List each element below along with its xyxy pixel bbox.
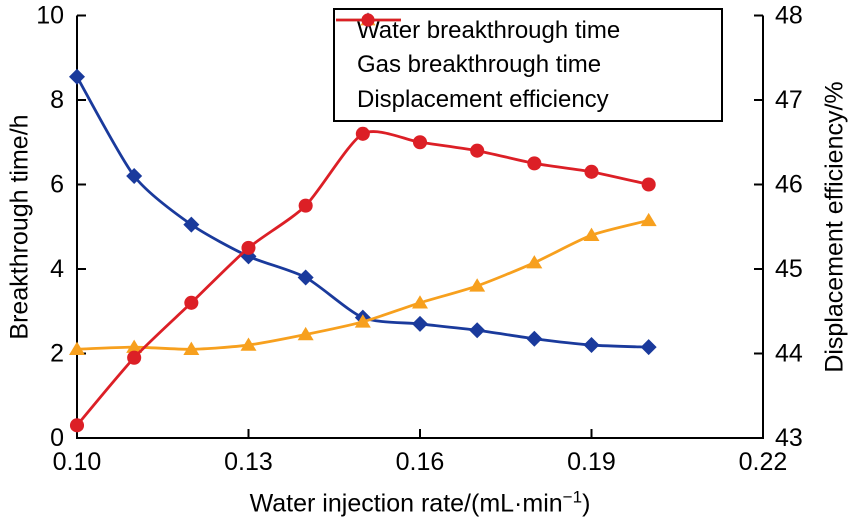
y-right-tick-label: 43 [775, 424, 803, 452]
legend-item-displacement-efficiency: Displacement efficiency [335, 13, 721, 116]
x-tick-label: 0.19 [567, 448, 616, 476]
x-axis-title-close: ) [582, 489, 591, 518]
y-right-tick-label: 45 [775, 255, 803, 283]
series-marker-displacement-efficiency [127, 350, 142, 365]
series-marker-water-breakthrough-time [183, 216, 200, 233]
y-left-tick-label: 0 [50, 424, 64, 452]
x-tick-label: 0.13 [224, 448, 273, 476]
y-right-tick-label: 48 [775, 2, 803, 30]
y-left-tick-label: 8 [50, 86, 64, 114]
series-marker-displacement-efficiency [241, 240, 256, 255]
series-marker-gas-breakthrough-time [126, 339, 143, 353]
series-marker-gas-breakthrough-time [240, 337, 257, 351]
legend: Water breakthrough time Gas breakthrough… [333, 8, 723, 122]
legend-item-gas-breakthrough-time: Gas breakthrough time [335, 12, 721, 81]
y-left-tick-label: 6 [50, 171, 64, 199]
series-marker-water-breakthrough-time [69, 68, 85, 85]
series-marker-water-breakthrough-time [126, 168, 143, 185]
legend-sample-displacement [336, 13, 401, 27]
series-marker-gas-breakthrough-time [469, 278, 486, 292]
series-line-water-breakthrough-time [75, 76, 649, 349]
series-marker-displacement-efficiency [641, 177, 656, 192]
series-marker-gas-breakthrough-time [526, 255, 543, 269]
legend-label: Water breakthrough time [357, 16, 621, 44]
series-marker-water-breakthrough-time [469, 322, 486, 339]
series-marker-water-breakthrough-time [297, 269, 314, 286]
series-marker-displacement-efficiency [355, 126, 370, 141]
series-marker-water-breakthrough-time [640, 339, 657, 356]
series-marker-displacement-efficiency [470, 143, 485, 158]
series-marker-gas-breakthrough-time [583, 227, 600, 241]
y-left-tick-label: 10 [36, 2, 64, 30]
y-right-tick-label: 46 [775, 171, 803, 199]
series-marker-gas-breakthrough-time [183, 341, 200, 356]
series-marker-gas-breakthrough-time [354, 314, 371, 328]
x-tick-label: 0.16 [396, 448, 445, 476]
x-axis-title-superscript: −1 [562, 487, 583, 507]
x-axis-title: Water injection rate/(mL·min−1) [250, 487, 591, 518]
series-marker-displacement-efficiency [184, 295, 199, 310]
series-marker-gas-breakthrough-time [640, 212, 657, 227]
series-marker-water-breakthrough-time [412, 315, 428, 332]
series-marker-displacement-efficiency [584, 164, 599, 179]
series-marker-water-breakthrough-time [583, 337, 600, 354]
series-marker-gas-breakthrough-time [412, 295, 428, 309]
series-marker-displacement-efficiency [412, 135, 428, 150]
series-marker-displacement-efficiency [69, 418, 85, 433]
series-marker-gas-breakthrough-time [69, 341, 85, 356]
legend-item-water-breakthrough-time: Water breakthrough time [335, 12, 721, 47]
left-axis-title: Breakthrough time/h [5, 114, 34, 340]
series-marker-gas-breakthrough-time [297, 326, 314, 341]
series-marker-water-breakthrough-time [240, 248, 257, 265]
y-left-tick-label: 2 [50, 340, 64, 368]
series-marker-water-breakthrough-time [526, 330, 543, 347]
x-axis-title-text: Water injection rate/(mL·min [249, 489, 563, 518]
series-marker-displacement-efficiency [298, 198, 313, 213]
x-tick-label: 0.22 [739, 448, 788, 476]
y-right-tick-label: 47 [775, 86, 803, 114]
legend-label: Gas breakthrough time [357, 51, 602, 78]
y-left-tick-label: 4 [50, 255, 64, 283]
legend-label: Displacement efficiency [357, 85, 609, 113]
circle-marker-icon [361, 13, 375, 27]
right-axis-title: Displacement efficiency/% [820, 81, 849, 373]
y-right-tick-label: 44 [775, 340, 803, 368]
series-marker-displacement-efficiency [527, 156, 542, 171]
series-line-displacement-efficiency [75, 130, 649, 427]
x-tick-label: 0.10 [53, 448, 102, 476]
